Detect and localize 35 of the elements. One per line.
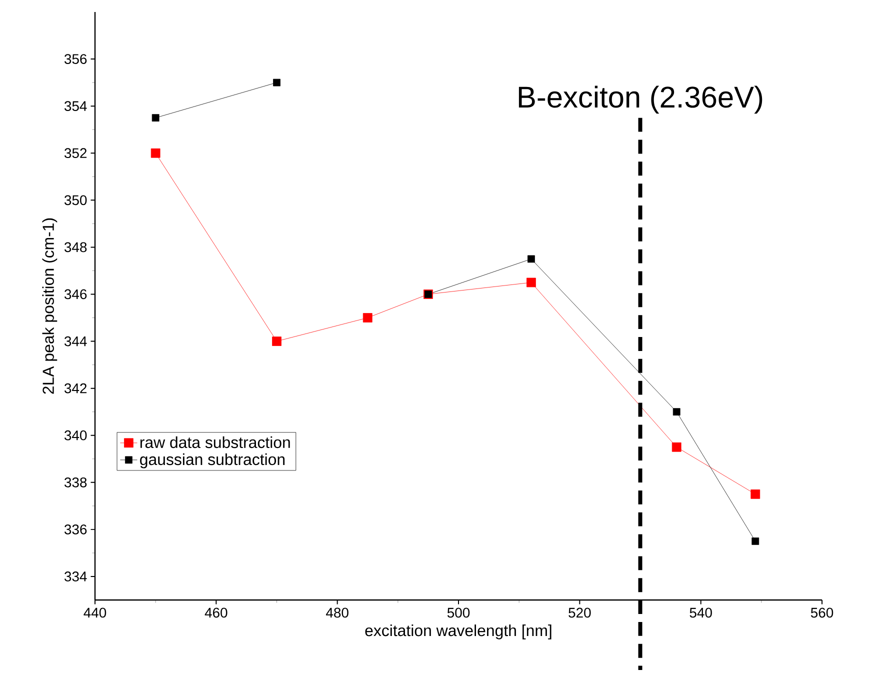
y-tick-label: 340 <box>64 430 87 440</box>
x-tick-label: 500 <box>447 608 470 618</box>
point <box>672 442 682 452</box>
point <box>152 114 160 122</box>
point <box>752 538 760 545</box>
y-tick-label: 348 <box>64 242 87 252</box>
y-axis-title: 2LA peak position (cm-1) <box>42 218 58 394</box>
x-tick-label: 540 <box>690 608 712 618</box>
point <box>150 148 160 158</box>
point <box>362 313 372 322</box>
legend-label: raw data substraction <box>140 436 290 448</box>
point <box>272 336 282 346</box>
y-tick-label: 352 <box>64 148 87 158</box>
y-tick-label: 356 <box>64 54 87 64</box>
y-tick-label: 354 <box>64 101 87 112</box>
x-axis-title: excitation wavelength [nm] <box>365 624 552 640</box>
point <box>672 408 680 416</box>
x-tick-label: 440 <box>84 608 106 618</box>
y-tick-label: 338 <box>64 477 87 488</box>
y-tick-label: 342 <box>64 383 87 394</box>
y-tick-label: 336 <box>64 524 87 534</box>
x-tick-label: 560 <box>810 608 834 618</box>
y-tick-label: 334 <box>64 572 87 582</box>
point <box>750 489 760 499</box>
x-tick-label: 480 <box>326 608 348 618</box>
point <box>526 278 536 288</box>
y-tick-label: 350 <box>64 195 87 206</box>
y-tick-label: 346 <box>64 289 87 300</box>
y-tick-label: 344 <box>64 336 87 346</box>
x-tick-label: 520 <box>568 608 591 618</box>
legend-label: gaussian subtraction <box>140 453 285 468</box>
x-tick-label: 460 <box>204 608 228 618</box>
point <box>273 78 280 86</box>
point <box>528 255 535 263</box>
ref-line-label: B-exciton (2.36eV) <box>518 86 762 114</box>
